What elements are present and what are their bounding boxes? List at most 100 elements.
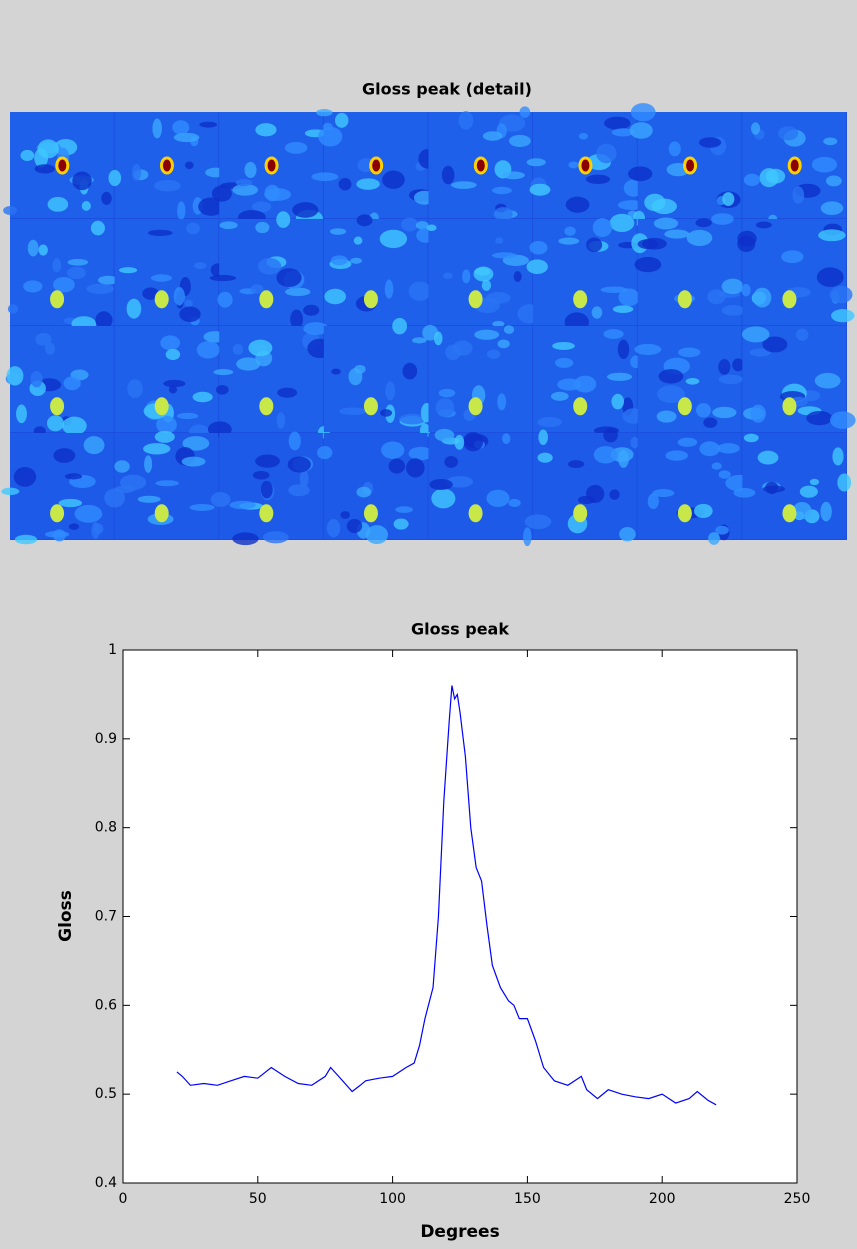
blob	[606, 372, 633, 381]
blob	[379, 229, 408, 249]
spot	[363, 504, 378, 523]
blob	[284, 141, 308, 154]
blob	[35, 332, 52, 346]
blob	[603, 428, 618, 443]
blob	[634, 256, 662, 273]
blob	[630, 436, 639, 449]
blob	[818, 229, 846, 242]
blob	[715, 525, 729, 535]
tile	[10, 219, 114, 325]
blob	[155, 480, 179, 487]
blob	[792, 501, 812, 520]
blob	[685, 378, 700, 385]
spot	[782, 504, 797, 523]
spot-core	[58, 159, 67, 172]
blob	[47, 196, 69, 212]
blob	[604, 116, 631, 130]
tile	[323, 219, 428, 325]
blob	[642, 237, 667, 250]
blob	[497, 339, 510, 349]
blob	[711, 213, 734, 225]
blob	[137, 495, 161, 503]
blob	[168, 385, 178, 394]
blob	[501, 171, 525, 180]
blob	[406, 458, 425, 478]
blob	[334, 112, 349, 128]
blob	[63, 376, 81, 391]
blob	[1, 487, 20, 496]
blob	[37, 139, 59, 159]
line-series	[176, 685, 717, 1106]
blob	[198, 197, 224, 216]
spot	[468, 504, 483, 523]
blob	[156, 415, 177, 434]
blob	[52, 258, 62, 273]
blob	[497, 393, 507, 411]
blob	[634, 343, 662, 355]
spot	[677, 397, 692, 416]
blob	[185, 161, 194, 170]
blob	[318, 126, 343, 147]
blob	[27, 239, 39, 257]
blob	[454, 434, 465, 450]
blob	[14, 534, 38, 545]
blob	[721, 278, 744, 295]
blob	[656, 410, 677, 423]
blob	[402, 362, 418, 380]
blob	[664, 229, 690, 239]
blob	[526, 158, 546, 167]
y-tick-label: 0.4	[95, 1175, 117, 1191]
blob	[160, 335, 181, 351]
blob	[458, 111, 474, 130]
x-tick-label: 250	[784, 1191, 811, 1207]
blob	[44, 530, 70, 538]
blob	[529, 240, 548, 255]
blob	[217, 291, 233, 308]
blob	[603, 329, 624, 340]
blob	[144, 455, 153, 473]
blob	[513, 271, 522, 282]
blob	[30, 370, 43, 388]
y-tick-label: 0.8	[95, 820, 117, 836]
blob	[213, 369, 234, 376]
blob	[46, 415, 65, 432]
blob	[365, 525, 388, 545]
blob	[658, 369, 684, 384]
blob	[778, 126, 799, 141]
x-tick-label: 200	[649, 1191, 676, 1207]
blob	[502, 433, 511, 445]
x-tick-label: 150	[514, 1191, 541, 1207]
blob	[814, 372, 841, 389]
blob	[462, 269, 471, 284]
blob	[353, 236, 363, 245]
blob	[154, 430, 175, 443]
blob	[356, 178, 380, 190]
image-montage	[1, 103, 856, 547]
blob	[401, 217, 419, 232]
blob	[781, 250, 804, 264]
blob	[299, 470, 309, 488]
blob	[90, 220, 105, 236]
blob	[384, 279, 394, 299]
blob	[441, 165, 455, 185]
blob	[796, 328, 809, 341]
blob	[668, 141, 681, 157]
blob	[699, 441, 720, 457]
blob	[816, 267, 844, 288]
blob	[762, 485, 786, 493]
blob	[693, 503, 713, 519]
blob	[647, 493, 659, 510]
tile	[742, 433, 846, 539]
spot	[677, 290, 692, 309]
blob	[316, 109, 333, 117]
blob	[717, 443, 740, 454]
blob	[392, 317, 408, 335]
blob	[262, 531, 289, 544]
blob	[52, 276, 75, 293]
blob	[750, 404, 766, 423]
blob	[252, 201, 272, 213]
spot-core	[581, 159, 590, 172]
blob	[718, 374, 743, 385]
blob	[147, 229, 173, 237]
spot-core	[372, 159, 381, 172]
